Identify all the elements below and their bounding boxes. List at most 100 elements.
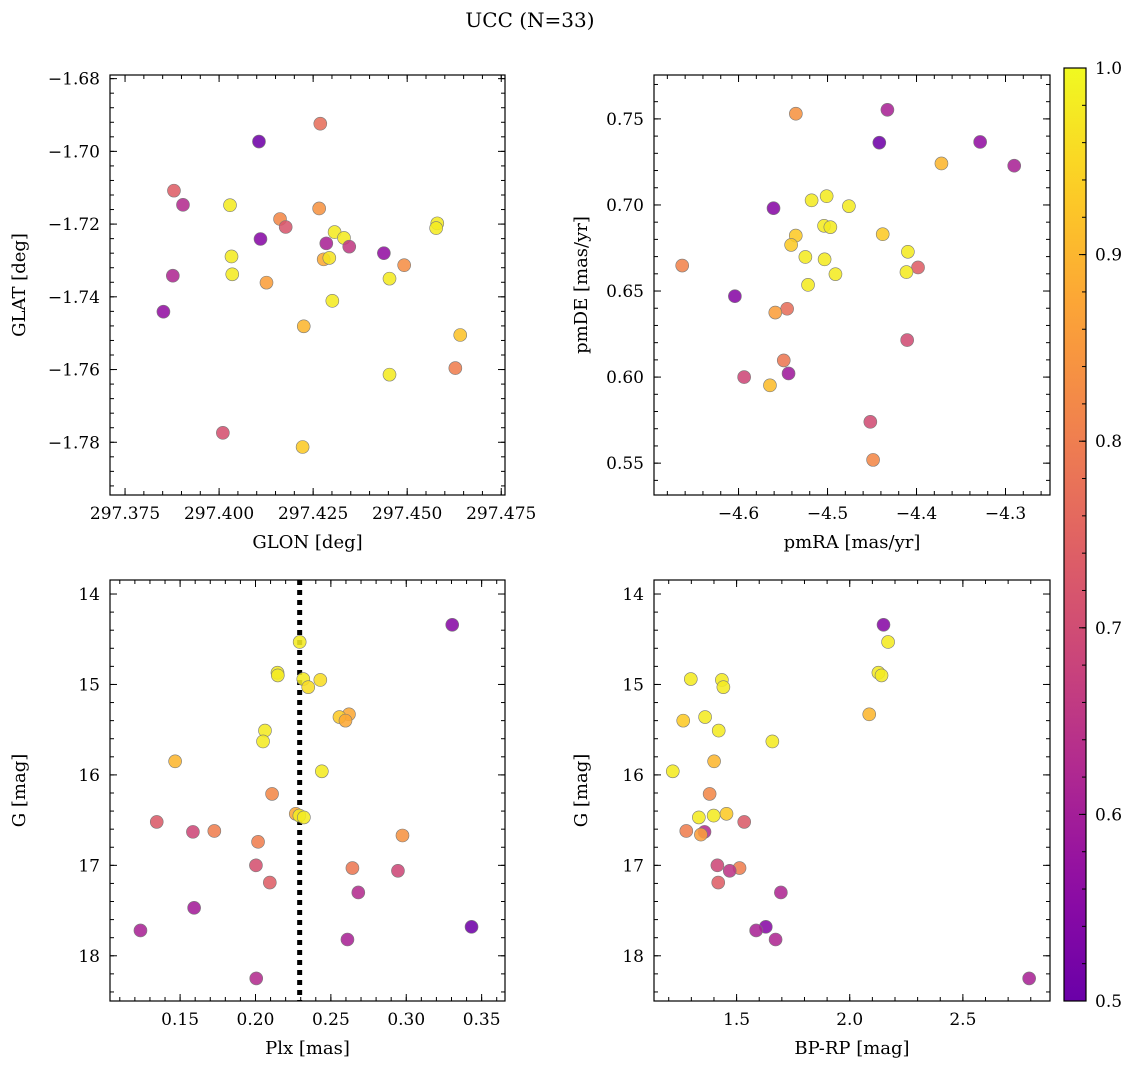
- scatter-point: [675, 258, 690, 273]
- scatter-point: [382, 271, 397, 286]
- x-tick-label: 297.475: [466, 504, 536, 524]
- scatter-point: [133, 923, 148, 938]
- y-tick-label: 0.75: [606, 110, 644, 130]
- x-tick-label: 2.5: [949, 1010, 976, 1030]
- x-tick-label: −4.4: [896, 504, 937, 524]
- scatter-point: [313, 673, 328, 687]
- y-tick-label: 17: [622, 856, 644, 876]
- scatter-point: [263, 875, 277, 890]
- x-tick-label: 0.15: [161, 1010, 199, 1030]
- scatter-point: [395, 828, 410, 843]
- x-tick-label: 297.425: [278, 504, 348, 524]
- scatter-point: [187, 901, 201, 915]
- scatter-point: [899, 265, 914, 279]
- scatter-point: [722, 863, 737, 878]
- scatter-point: [863, 415, 878, 429]
- scatter-point: [780, 301, 794, 316]
- scatter-point: [973, 135, 987, 149]
- scatter-point: [168, 754, 182, 769]
- scatter-point: [1007, 158, 1022, 173]
- scatter-point: [694, 827, 708, 842]
- y-tick-label: 18: [78, 947, 100, 967]
- scatter-point: [382, 367, 397, 382]
- scatter-point: [319, 236, 334, 251]
- scatter-point: [706, 808, 721, 823]
- scatter-point: [176, 198, 190, 212]
- x-tick-label: 297.450: [372, 504, 442, 524]
- scatter-point: [789, 106, 803, 121]
- colorbar-tick-label: 0.6: [1095, 805, 1122, 825]
- scatter-point: [256, 734, 270, 749]
- panels: 297.375 297.400 297.425 297.450 297.475 −1.68…: [9, 70, 1051, 1059]
- y-tick-label: −1.78: [48, 433, 100, 453]
- y-tick-label: 14: [78, 585, 100, 605]
- colorbar-tick-label: 1.0: [1095, 59, 1122, 79]
- scatter-point: [253, 232, 268, 246]
- y-axis-label: GLAT [deg]: [9, 233, 30, 337]
- scatter-point: [377, 246, 391, 260]
- scatter-point: [259, 275, 274, 290]
- scatter-point: [679, 824, 694, 838]
- y-tick-label: 15: [78, 675, 100, 695]
- scatter-point: [866, 453, 880, 467]
- scatter-point: [683, 672, 698, 686]
- scatter-point: [166, 268, 180, 283]
- y-axis-label: G [mag]: [9, 754, 30, 827]
- y-tick-label: 14: [622, 585, 644, 605]
- scatter-point: [249, 971, 264, 986]
- colorbar-tick-label: 0.7: [1095, 619, 1122, 639]
- scatter-point: [881, 635, 895, 649]
- figure-title: UCC (N=33): [465, 8, 594, 32]
- scatter-panel-1: 297.375 297.400 297.425 297.450 297.475 −1.68…: [9, 70, 536, 553]
- scatter-points: [675, 102, 1022, 467]
- y-tick-label: 0.60: [606, 368, 644, 388]
- scatter-point: [391, 863, 405, 878]
- scatter-point: [445, 617, 460, 632]
- y-tick-label: −1.74: [48, 288, 100, 308]
- scatter-point: [270, 668, 285, 683]
- scatter-point: [781, 366, 796, 381]
- scatter-point: [322, 251, 337, 265]
- scatter-point: [728, 289, 742, 303]
- y-tick-label: 17: [78, 856, 100, 876]
- scatter-point: [934, 156, 949, 171]
- scatter-point: [149, 815, 164, 829]
- scatter-point: [716, 680, 731, 694]
- axes-frame: [653, 579, 1051, 1002]
- scatter-point: [776, 353, 791, 368]
- scatter-point: [301, 680, 316, 694]
- scatter-point: [710, 858, 725, 873]
- x-axis-label: BP-RP [mag]: [794, 1038, 909, 1059]
- scatter-point: [874, 668, 889, 683]
- scatter-point: [224, 249, 239, 264]
- colorbar-gradient: [1063, 67, 1087, 1002]
- scatter-point: [872, 135, 887, 150]
- x-axis-label: pmRA [mas/yr]: [784, 532, 921, 553]
- scatter-point: [719, 806, 734, 821]
- scatter-point: [453, 328, 468, 342]
- scatter-point: [342, 239, 357, 254]
- x-tick-label: 297.400: [184, 504, 254, 524]
- scatter-point: [901, 244, 915, 259]
- scatter-point: [295, 440, 310, 454]
- scatter-point: [880, 102, 895, 117]
- y-tick-label: −1.70: [48, 142, 100, 162]
- y-tick-label: −1.72: [48, 215, 100, 235]
- scatter-point: [665, 764, 680, 779]
- scatter-point: [676, 713, 691, 728]
- scatter-point: [817, 252, 832, 267]
- colorbar-tick-label: 0.8: [1095, 432, 1122, 452]
- y-tick-label: 15: [622, 675, 644, 695]
- scatter-point: [225, 267, 240, 282]
- scatter-point: [765, 734, 780, 749]
- x-tick-label: −4.3: [985, 504, 1026, 524]
- y-axis-label: pmDE [mas/yr]: [571, 216, 592, 354]
- colorbar-tick-label: 0.9: [1095, 246, 1122, 266]
- y-axis-label: G [mag]: [571, 754, 592, 827]
- scatter-points: [156, 116, 468, 454]
- axes-frame: [109, 579, 506, 1002]
- scatter-point: [448, 361, 463, 375]
- y-tick-label: 18: [622, 947, 644, 967]
- scatter-point: [702, 787, 717, 801]
